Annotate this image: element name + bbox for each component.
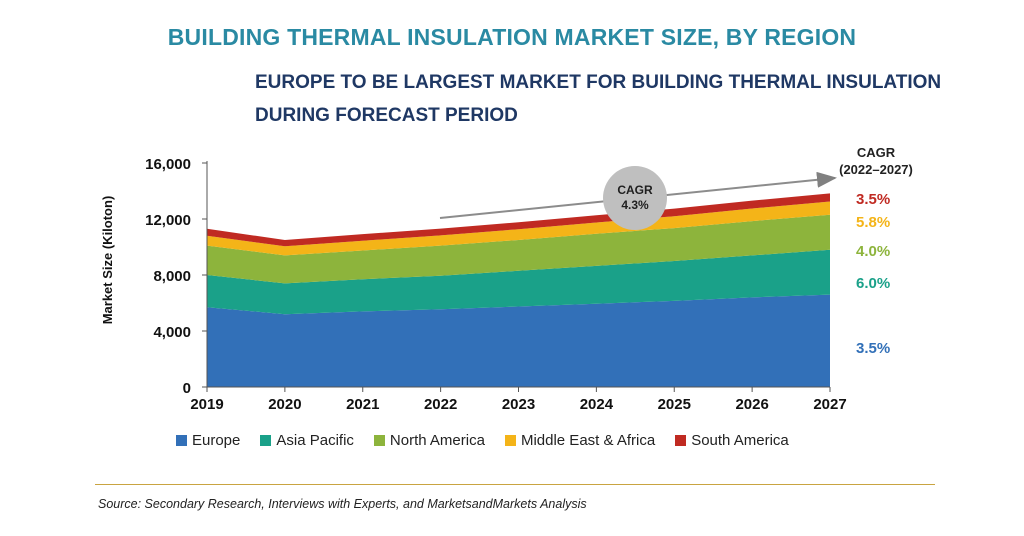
cagr-south-america: 3.5%	[856, 191, 891, 208]
legend-label-asia-pacific: Asia Pacific	[276, 432, 354, 449]
area-south-america	[207, 193, 830, 247]
cagr-header-line1: CAGR	[856, 145, 896, 160]
legend-swatch-middle-east-africa	[504, 435, 516, 446]
y-tick-label: 0	[183, 380, 191, 397]
x-tick-label: 2025	[658, 396, 691, 413]
x-tick-label: 2023	[502, 396, 535, 413]
legend-item-asia-pacific: Asia Pacific	[260, 432, 354, 449]
area-europe	[207, 294, 830, 387]
cagr-north-america: 4.0%	[856, 243, 891, 260]
area-asia-pacific	[207, 249, 830, 315]
x-tick-label: 2022	[424, 396, 457, 413]
cagr-bubble: CAGR 4.3%	[603, 166, 667, 230]
legend-label-europe: Europe	[192, 432, 241, 449]
source-note: Source: Secondary Research, Interviews w…	[98, 497, 587, 511]
cagr-bubble-label: CAGR	[617, 183, 653, 197]
cagr-header-line2: (2022–2027)	[839, 162, 913, 177]
footer-divider	[95, 484, 935, 485]
cagr-bubble-value: 4.3%	[621, 198, 649, 212]
y-tick-label: 12,000	[145, 212, 191, 229]
area-middle-east-africa	[207, 201, 830, 256]
x-tick-label: 2020	[268, 396, 301, 413]
legend-swatch-asia-pacific	[260, 435, 272, 446]
cagr-asia-pacific: 6.0%	[856, 275, 891, 292]
legend-item-middle-east-africa: Middle East & Africa	[504, 432, 656, 449]
legend-label-north-america: North America	[389, 432, 485, 449]
legend-swatch-europe	[176, 435, 187, 446]
legend-item-north-america: North America	[373, 432, 485, 449]
y-tick-label: 16,000	[145, 156, 191, 173]
chart-title: BUILDING THERMAL INSULATION MARKET SIZE,…	[167, 24, 857, 50]
x-tick-label: 2026	[735, 396, 768, 413]
legend-item-south-america: South America	[675, 432, 789, 449]
legend-swatch-south-america	[675, 435, 687, 446]
x-tick-label: 2024	[580, 396, 614, 413]
cagr-europe: 3.5%	[856, 340, 891, 357]
y-tick-label: 4,000	[153, 324, 191, 341]
cagr-middle-east-africa: 5.8%	[856, 214, 891, 231]
x-tick-label: 2019	[190, 396, 223, 413]
chart-legend: Europe Asia Pacific North America Middle…	[176, 432, 789, 449]
x-tick-label: 2021	[346, 396, 379, 413]
legend-label-south-america: South America	[691, 432, 789, 449]
legend-swatch-north-america	[373, 435, 385, 446]
cagr-header: CAGR (2022–2027)	[826, 144, 926, 178]
x-tick-label: 2027	[813, 396, 846, 413]
y-tick-label: 8,000	[153, 268, 191, 285]
area-north-america	[207, 214, 830, 284]
chart-subtitle: EUROPE TO BE LARGEST MARKET FOR BUILDING…	[255, 72, 942, 126]
legend-item-europe: Europe	[176, 432, 240, 449]
legend-label-middle-east-africa: Middle East & Africa	[520, 432, 656, 449]
